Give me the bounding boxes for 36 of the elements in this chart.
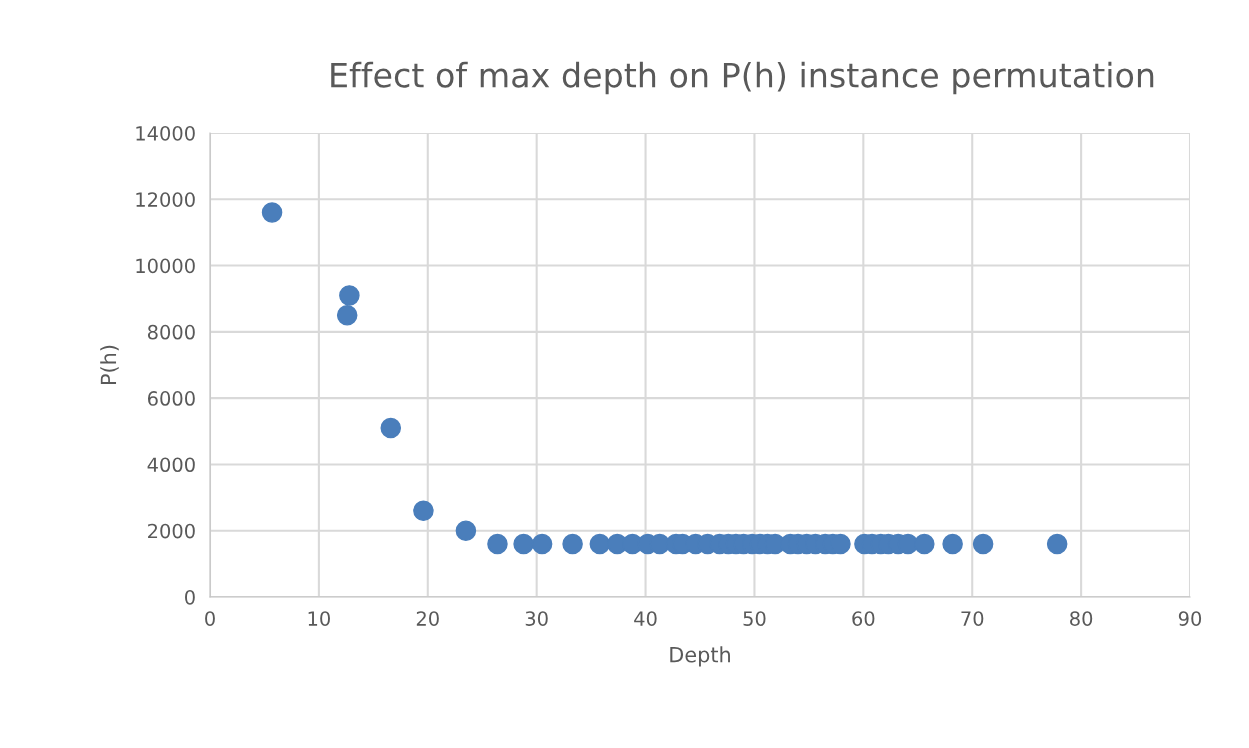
point xyxy=(413,500,434,522)
point xyxy=(380,417,402,439)
y-axis-title: P(h) xyxy=(100,345,119,384)
y-tick-label: 12000 xyxy=(136,192,195,207)
x-tick-label: 50 xyxy=(743,611,766,626)
point xyxy=(589,533,611,555)
y-tick-label: 4000 xyxy=(147,457,195,473)
x-tick-label: 0 xyxy=(205,611,215,626)
x-tick-label: 60 xyxy=(852,611,875,626)
point xyxy=(336,305,358,326)
point xyxy=(942,533,963,555)
point xyxy=(972,533,994,555)
x-tick-label: 10 xyxy=(308,611,330,626)
y-tick-label: 2000 xyxy=(148,523,195,539)
y-tick-label: 0 xyxy=(185,589,195,605)
point xyxy=(914,533,935,555)
x-axis-title: Depth xyxy=(670,646,730,667)
point xyxy=(261,202,283,223)
x-tick-label: 30 xyxy=(525,611,548,626)
y-tick-label: 8000 xyxy=(147,324,195,340)
x-tick-label: 40 xyxy=(634,611,657,626)
point xyxy=(1046,533,1068,555)
point xyxy=(562,533,583,555)
point xyxy=(513,533,534,555)
y-tick-label: 6000 xyxy=(147,391,195,406)
point xyxy=(531,533,553,555)
point xyxy=(487,533,508,555)
point xyxy=(455,520,477,541)
x-tick-label: 90 xyxy=(1178,611,1202,626)
x-tick-label: 20 xyxy=(416,611,439,626)
point xyxy=(339,285,360,306)
y-tick-label: 10000 xyxy=(136,258,195,274)
chart-title: Effect of max depth on P(h) instance permutation xyxy=(331,61,1154,95)
x-tick-label: 70 xyxy=(961,611,984,626)
y-tick-label: 14000 xyxy=(136,125,195,141)
x-tick-label: 80 xyxy=(1070,611,1093,626)
